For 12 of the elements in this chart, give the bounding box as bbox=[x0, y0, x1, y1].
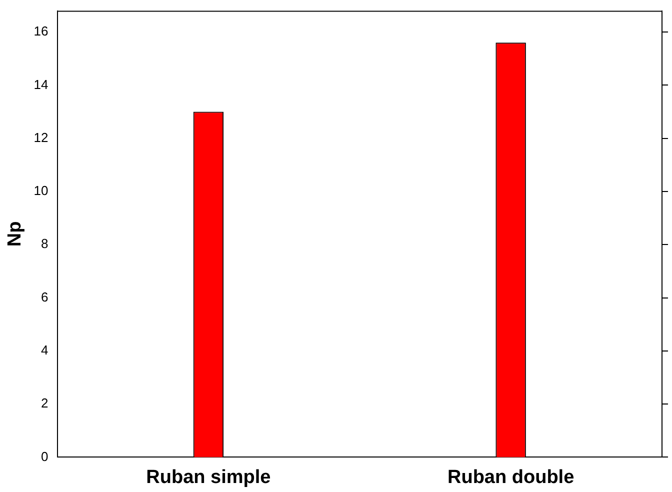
x-tick-label: Ruban simple bbox=[146, 466, 271, 488]
y-tick-label: 16 bbox=[34, 24, 48, 39]
y-tick-label: 6 bbox=[41, 289, 48, 304]
y-tick-label: 12 bbox=[34, 130, 48, 145]
y-tick-label: 10 bbox=[34, 183, 48, 198]
y-tick-label: 8 bbox=[41, 236, 48, 252]
y-axis-title: Np bbox=[4, 221, 26, 247]
x-tick-label: Ruban double bbox=[447, 466, 574, 488]
y-tick-label: 2 bbox=[41, 396, 48, 411]
y-tick-label: 4 bbox=[41, 342, 48, 358]
y-tick-label: 0 bbox=[41, 448, 48, 464]
y-tick-label: 14 bbox=[34, 76, 48, 92]
